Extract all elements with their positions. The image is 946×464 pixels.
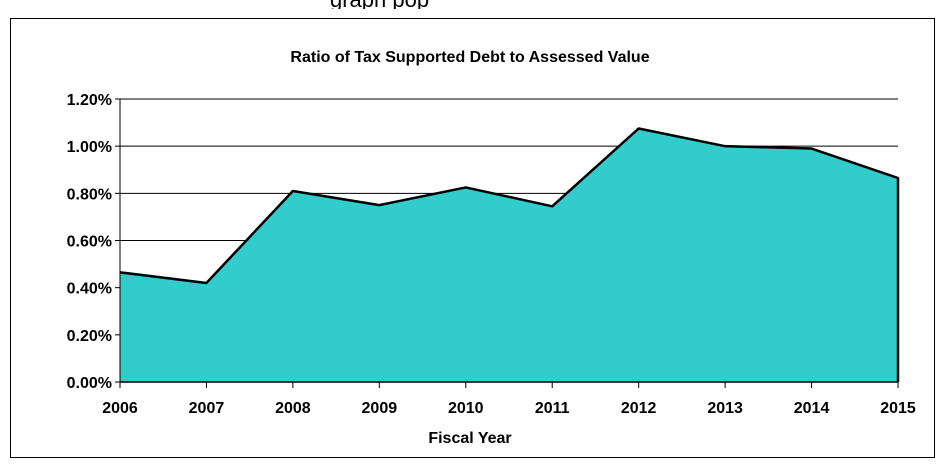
y-tick-labels: 0.00% 0.20% 0.40% 0.60% 0.80% 1.00% 1.20%: [67, 92, 112, 392]
area-series: [119, 127, 900, 382]
data-point-2015: [897, 177, 899, 179]
x-tick-label: 2015: [880, 400, 916, 417]
data-point-2008: [292, 190, 294, 192]
axes: [115, 98, 899, 388]
data-point-2012: [638, 127, 640, 129]
x-tick-labels: 2006 2007 2008 2009 2010 2011 2012 2013 2014 2015: [102, 400, 916, 417]
y-tick-label: 1.00%: [67, 139, 112, 156]
y-tick-label: 0.00%: [67, 375, 112, 392]
data-point-2009: [378, 204, 380, 206]
x-tick-label: 2008: [275, 400, 311, 417]
data-point-2014: [811, 148, 813, 150]
y-tick-label: 0.60%: [67, 234, 112, 251]
area-fill: [120, 128, 898, 382]
x-tick-label: 2013: [707, 400, 743, 417]
y-tick-label: 0.80%: [67, 186, 112, 203]
data-point-2007: [205, 282, 207, 284]
cropped-top-text: graph pop: [330, 0, 930, 9]
data-point-2010: [465, 186, 467, 188]
data-point-2011: [551, 205, 553, 207]
y-tick-label: 0.40%: [67, 281, 112, 298]
x-axis-label: Fiscal Year: [428, 430, 511, 447]
x-tick-label: 2007: [189, 400, 225, 417]
x-tick-label: 2011: [535, 400, 570, 417]
y-tick-label: 1.20%: [67, 92, 112, 109]
y-tick-label: 0.20%: [67, 328, 112, 345]
x-tick-label: 2012: [621, 400, 657, 417]
data-point-2013: [724, 145, 726, 147]
chart-title: Ratio of Tax Supported Debt to Assessed …: [290, 49, 649, 66]
x-tick-label: 2009: [362, 400, 398, 417]
x-tick-label: 2014: [794, 400, 830, 417]
x-tick-label: 2010: [448, 400, 484, 417]
x-tick-label: 2006: [102, 400, 138, 417]
